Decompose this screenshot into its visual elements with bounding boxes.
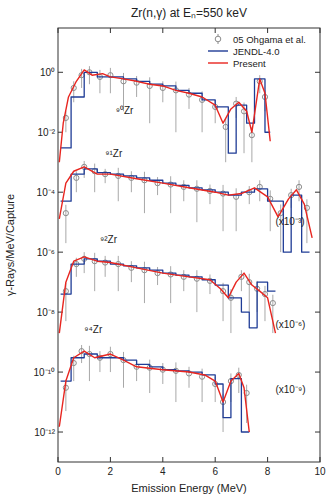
data-point bbox=[63, 211, 68, 216]
line bbox=[59, 167, 312, 238]
legend: 05 Ohgama et al.JENDL-4.0Present bbox=[208, 34, 306, 69]
y-tick bbox=[315, 312, 320, 313]
y-tick-label: 10⁻⁴ bbox=[37, 187, 55, 198]
annotation: (x10⁻³) bbox=[275, 216, 304, 227]
error-bar bbox=[81, 69, 82, 88]
x-tick bbox=[267, 457, 268, 462]
x-tick-label: 10 bbox=[314, 466, 326, 477]
annotation: (x10⁻⁶) bbox=[275, 319, 305, 330]
legend-label: Present bbox=[233, 58, 266, 69]
error-bar bbox=[131, 171, 132, 192]
error-bar bbox=[189, 367, 190, 388]
annotation: ⁹⁴Zr bbox=[84, 324, 103, 335]
x-tick bbox=[162, 457, 163, 462]
legend-symbol bbox=[215, 36, 221, 42]
error-bar bbox=[110, 347, 111, 372]
annotation: ⁹¹Zr bbox=[105, 148, 123, 159]
error-bar bbox=[105, 256, 106, 277]
error-bar bbox=[225, 118, 226, 162]
annotation: ⁹²Zr bbox=[100, 234, 118, 245]
chart: Zr(n,γ) at Eₙ=550 keV 0 2 4 6 8 10 10⁰ 10⁻² 10⁻⁴ 1… bbox=[0, 0, 329, 500]
legend-symbol bbox=[208, 50, 228, 51]
step-line bbox=[61, 72, 271, 153]
data-point bbox=[270, 300, 275, 305]
data-points bbox=[63, 66, 309, 432]
error-bar bbox=[99, 351, 100, 372]
x-tick-label: 4 bbox=[160, 466, 166, 477]
y-tick bbox=[315, 432, 320, 433]
error-bar bbox=[183, 270, 184, 291]
data-point bbox=[74, 175, 79, 180]
annotation: (x10⁻⁹) bbox=[275, 384, 305, 395]
y-tick bbox=[58, 252, 63, 253]
error-bar bbox=[94, 164, 95, 193]
line bbox=[59, 70, 270, 162]
plot-area bbox=[59, 66, 312, 432]
data-point bbox=[249, 133, 254, 138]
x-tick-label: 0 bbox=[55, 466, 61, 477]
error-bar bbox=[131, 261, 132, 282]
error-bar bbox=[110, 68, 111, 93]
y-tick-label: 10⁰ bbox=[40, 67, 55, 78]
error-bar bbox=[299, 180, 300, 201]
error-bar bbox=[209, 185, 210, 205]
error-bar bbox=[105, 169, 106, 183]
legend-label: 05 Ohgama et al. bbox=[233, 34, 306, 45]
y-tick bbox=[58, 372, 63, 373]
y-tick bbox=[315, 372, 320, 373]
y-tick-label: 10⁻¹⁰ bbox=[34, 367, 55, 378]
annotation: ⁹⁰Zr bbox=[116, 105, 134, 116]
legend-symbol bbox=[208, 62, 228, 63]
plot-frame bbox=[58, 28, 320, 462]
step-line bbox=[61, 259, 276, 328]
y-tick bbox=[315, 252, 320, 253]
error-bar bbox=[238, 368, 239, 393]
y-tick bbox=[315, 192, 320, 193]
error-bar bbox=[230, 289, 231, 333]
x-axis-label: Emission Energy (MeV) bbox=[131, 482, 247, 494]
line bbox=[59, 351, 249, 432]
error-bar bbox=[306, 199, 307, 243]
y-tick-label: 10⁻² bbox=[38, 127, 56, 138]
x-tick bbox=[215, 457, 216, 462]
x-tick bbox=[110, 457, 111, 462]
data-point bbox=[223, 124, 228, 129]
y-tick bbox=[315, 72, 320, 73]
error-bar bbox=[241, 270, 242, 291]
x-tick bbox=[215, 28, 216, 33]
error-bar bbox=[209, 274, 210, 294]
y-tick-label: 10⁻¹² bbox=[34, 427, 55, 438]
y-tick bbox=[315, 132, 320, 133]
x-tick-label: 2 bbox=[108, 466, 114, 477]
y-tick-label: 10⁻⁶ bbox=[37, 247, 55, 258]
legend-label: JENDL-4.0 bbox=[233, 46, 279, 57]
x-tick-label: 6 bbox=[212, 466, 218, 477]
y-tick bbox=[58, 192, 63, 193]
y-axis-label: γ-Rays/MeV/Capture bbox=[4, 194, 16, 296]
model-lines bbox=[61, 72, 310, 432]
step-line bbox=[61, 354, 250, 432]
data-point bbox=[296, 184, 301, 189]
axes: 0 2 4 6 8 10 10⁰ 10⁻² 10⁻⁴ 10⁻⁶ 10⁻⁸ 10⁻¹⁰ 10⁻¹² bbox=[34, 28, 326, 477]
step-line bbox=[61, 169, 310, 252]
x-tick bbox=[267, 28, 268, 33]
title: Zr(n,γ) at Eₙ=550 keV bbox=[131, 6, 247, 20]
x-tick-label: 8 bbox=[265, 466, 271, 477]
y-tick-label: 10⁻⁸ bbox=[37, 307, 55, 318]
error-bar bbox=[183, 180, 184, 201]
y-tick bbox=[58, 432, 63, 433]
x-tick bbox=[110, 28, 111, 33]
error-bar bbox=[244, 103, 245, 154]
line bbox=[59, 257, 275, 333]
y-tick bbox=[58, 72, 63, 73]
x-tick bbox=[162, 28, 163, 33]
